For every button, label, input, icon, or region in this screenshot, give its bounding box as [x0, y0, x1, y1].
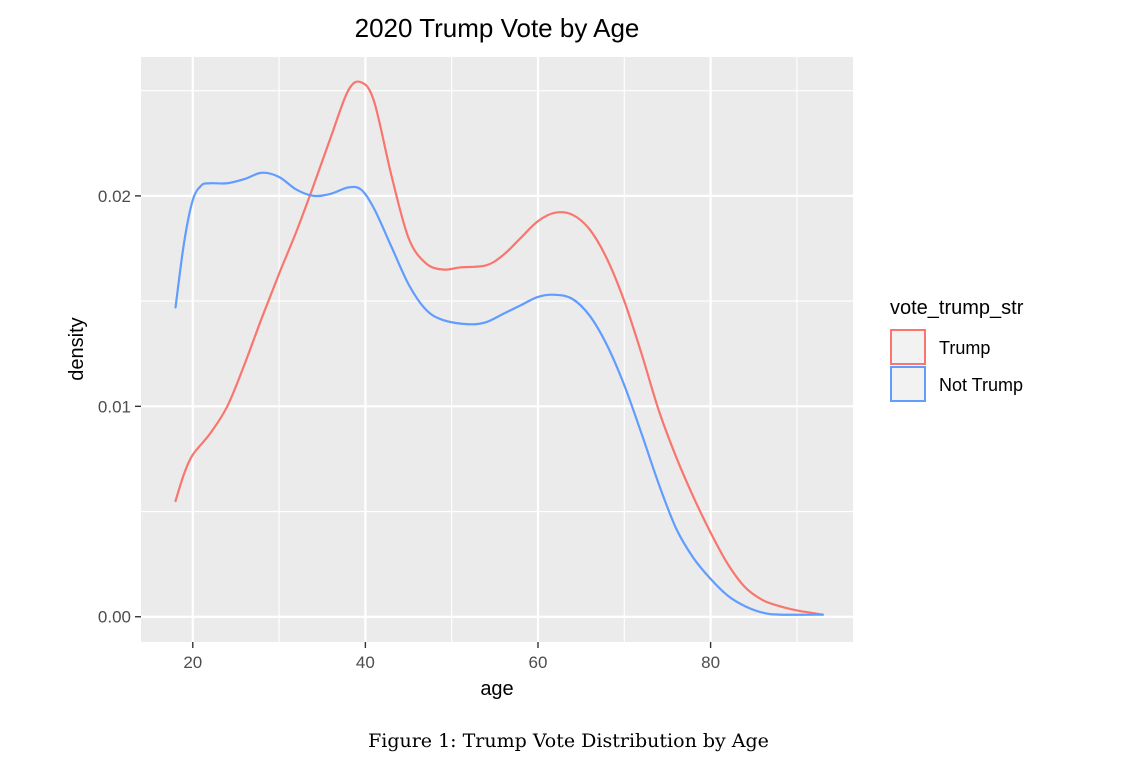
legend: vote_trump_str Trump Not Trump — [890, 297, 1024, 402]
y-axis-label: density — [66, 317, 88, 380]
legend-key-trump — [890, 329, 926, 365]
legend-label-trump: Trump — [939, 338, 990, 358]
legend-items: Trump Not Trump — [890, 329, 1023, 402]
plot-panel — [141, 57, 853, 642]
chart-title: 2020 Trump Vote by Age — [355, 13, 640, 43]
minor-gridlines — [141, 57, 853, 642]
y-axis: 0.00 0.01 0.02 — [98, 187, 141, 627]
x-tick-label: 40 — [356, 653, 375, 672]
y-tick-label: 0.02 — [98, 187, 131, 206]
x-axis: 20 40 60 80 — [183, 642, 720, 672]
legend-title: vote_trump_str — [890, 297, 1024, 319]
series-lines — [174, 80, 824, 616]
legend-label-not-trump: Not Trump — [939, 375, 1023, 395]
series-line-trump — [174, 80, 824, 616]
y-tick-label: 0.00 — [98, 608, 131, 627]
x-tick-label: 60 — [529, 653, 548, 672]
legend-key-not-trump — [890, 366, 926, 402]
series-line-not-trump — [174, 171, 824, 616]
y-tick-label: 0.01 — [98, 397, 131, 416]
figure-caption: Figure 1: Trump Vote Distribution by Age — [368, 730, 769, 752]
major-gridlines — [141, 57, 853, 642]
x-tick-label: 20 — [183, 653, 202, 672]
x-axis-label: age — [480, 678, 513, 700]
x-tick-label: 80 — [701, 653, 720, 672]
